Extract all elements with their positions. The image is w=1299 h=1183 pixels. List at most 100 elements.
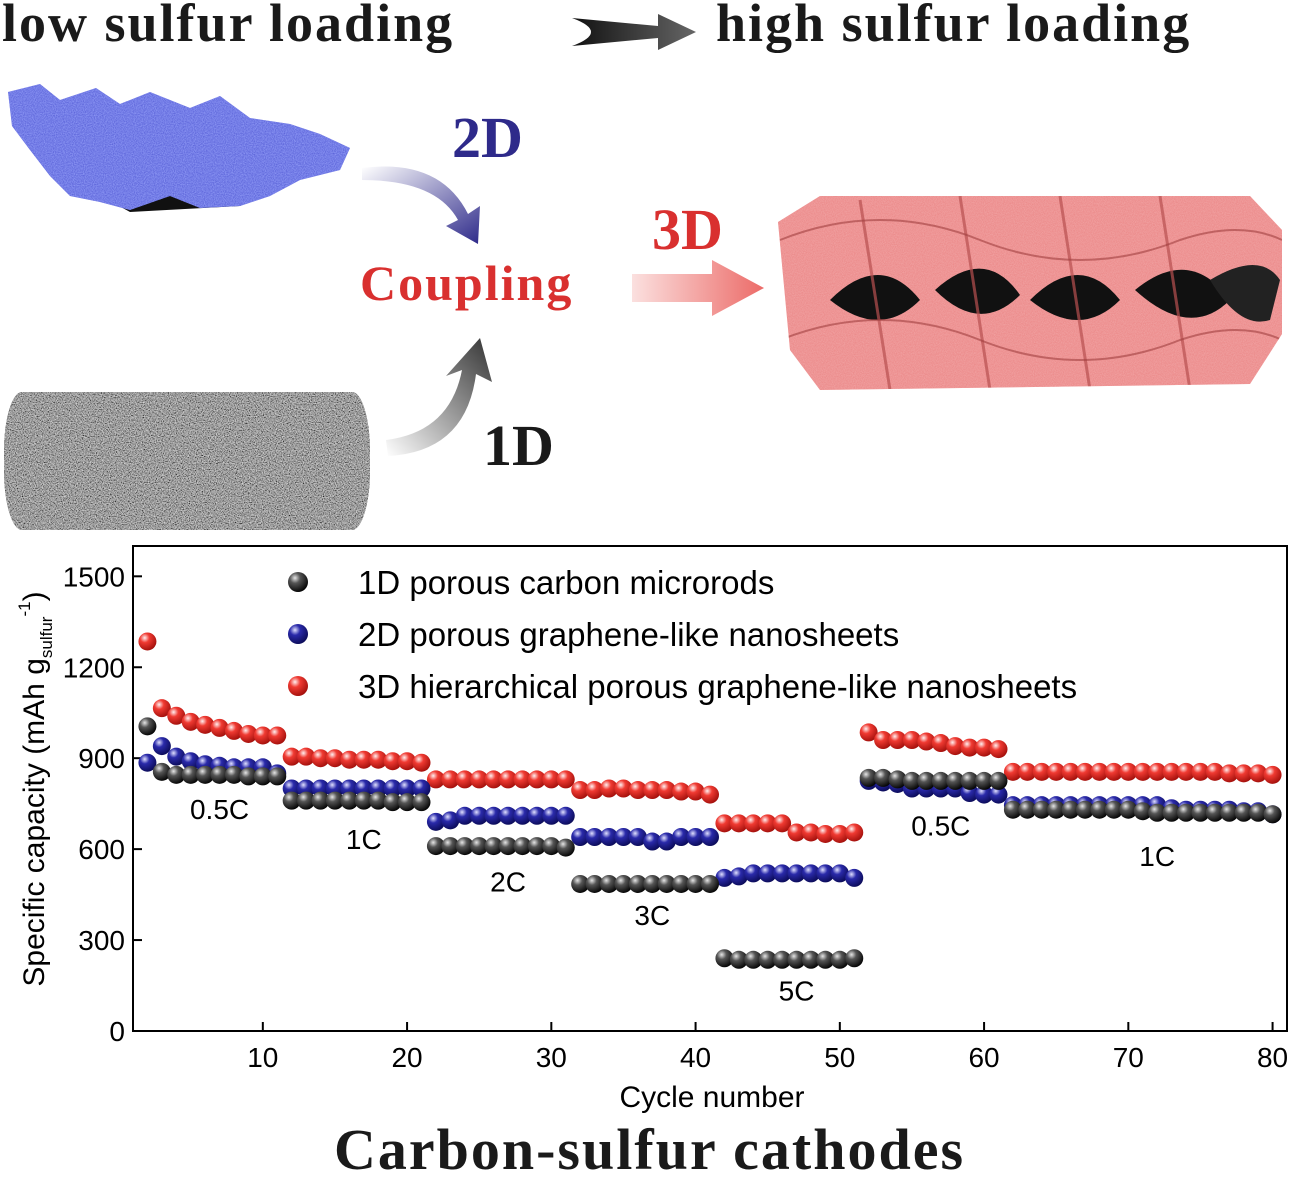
rate-labels: 0.5C 1C 2C 3C 5C 0.5C 1C — [190, 794, 1175, 1007]
x-tick-label: 80 — [1257, 1042, 1288, 1073]
data-point — [585, 781, 604, 800]
plot-frame — [132, 545, 1288, 1032]
data-point — [412, 779, 431, 798]
data-point — [1249, 803, 1268, 822]
rate-label: 2C — [490, 867, 526, 898]
data-point — [224, 758, 243, 777]
data-point — [152, 762, 171, 781]
data-point — [758, 864, 777, 883]
data-point — [484, 770, 503, 789]
data-point — [527, 770, 546, 789]
schematic-illustration — [4, 84, 1282, 530]
data-point — [152, 699, 171, 718]
data-point — [830, 824, 849, 843]
data-point — [1047, 800, 1066, 819]
data-point — [744, 864, 763, 883]
x-axis-label: Cycle number — [619, 1081, 804, 1114]
data-point — [1018, 800, 1037, 819]
data-point — [715, 949, 734, 968]
data-point — [441, 770, 460, 789]
data-point — [917, 732, 936, 751]
series-0 — [138, 632, 1282, 843]
legend: 1D porous carbon microrods 2D porous gra… — [288, 564, 1077, 705]
legend-marker-1d — [288, 572, 308, 592]
y-tick-label: 600 — [78, 834, 125, 865]
data-point — [354, 750, 373, 769]
y-tick-label: 0 — [109, 1016, 125, 1047]
series-2 — [138, 717, 1282, 969]
data-points — [138, 632, 1282, 969]
y-tick-label: 1500 — [63, 561, 125, 592]
data-point — [210, 718, 229, 737]
data-point — [196, 755, 215, 774]
data-point — [628, 874, 647, 893]
data-point — [1032, 762, 1051, 781]
data-point — [455, 770, 474, 789]
data-point — [931, 771, 950, 790]
data-point — [801, 864, 820, 883]
data-point — [224, 765, 243, 784]
data-point — [1148, 803, 1167, 822]
data-point — [282, 747, 301, 766]
data-point — [369, 750, 388, 769]
data-point — [701, 874, 719, 893]
data-point — [325, 749, 344, 768]
data-point — [282, 791, 301, 810]
data-point — [1119, 800, 1138, 819]
data-point — [1234, 803, 1253, 822]
data-point — [888, 731, 907, 749]
data-point — [1191, 762, 1210, 781]
data-point — [239, 767, 258, 786]
data-point — [960, 738, 979, 757]
data-point — [773, 950, 792, 969]
data-point — [138, 717, 157, 736]
data-point — [426, 812, 445, 831]
data-point — [744, 950, 763, 969]
data-point — [253, 758, 272, 777]
rate-label: 3C — [634, 900, 670, 931]
data-point — [297, 747, 316, 766]
data-point — [585, 874, 604, 893]
data-point — [729, 814, 748, 833]
data-point — [773, 814, 792, 833]
2d-arrow-icon — [362, 166, 480, 244]
data-point — [902, 731, 921, 749]
data-point — [729, 950, 748, 969]
data-point — [210, 756, 229, 775]
data-point — [499, 806, 518, 825]
data-point — [1191, 800, 1210, 819]
data-point — [499, 837, 518, 856]
data-point — [556, 806, 575, 825]
series-1 — [138, 737, 1282, 887]
data-point — [1104, 796, 1123, 815]
data-point — [311, 791, 330, 810]
data-point — [874, 768, 893, 787]
data-point — [845, 823, 864, 842]
data-point — [1104, 800, 1123, 819]
data-point — [816, 824, 835, 843]
data-point — [614, 874, 633, 893]
data-point — [1249, 802, 1268, 821]
data-point — [527, 837, 546, 856]
x-tick-label: 40 — [680, 1042, 711, 1073]
legend-marker-3d — [288, 676, 308, 696]
y-axis-label-sup: -1 — [15, 601, 34, 616]
data-point — [181, 752, 200, 771]
data-point — [484, 806, 503, 825]
data-point — [657, 832, 676, 851]
y-tick-label: 900 — [78, 743, 125, 774]
x-tick-label: 10 — [247, 1042, 278, 1073]
data-point — [1032, 796, 1051, 815]
data-point — [657, 781, 676, 800]
data-point — [902, 771, 921, 790]
data-point — [989, 771, 1008, 790]
legend-label-3d: 3D hierarchical porous graphene-like nan… — [358, 668, 1077, 705]
high-sulfur-loading-title: high sulfur loading — [716, 0, 1192, 53]
data-point — [138, 632, 157, 651]
data-point — [888, 770, 907, 789]
data-point — [1119, 796, 1138, 815]
data-point — [1018, 762, 1037, 781]
y-axis-label: Specific capacity (mAh gsulfur-1) — [15, 591, 56, 986]
data-point — [426, 770, 445, 789]
data-point — [340, 779, 359, 798]
